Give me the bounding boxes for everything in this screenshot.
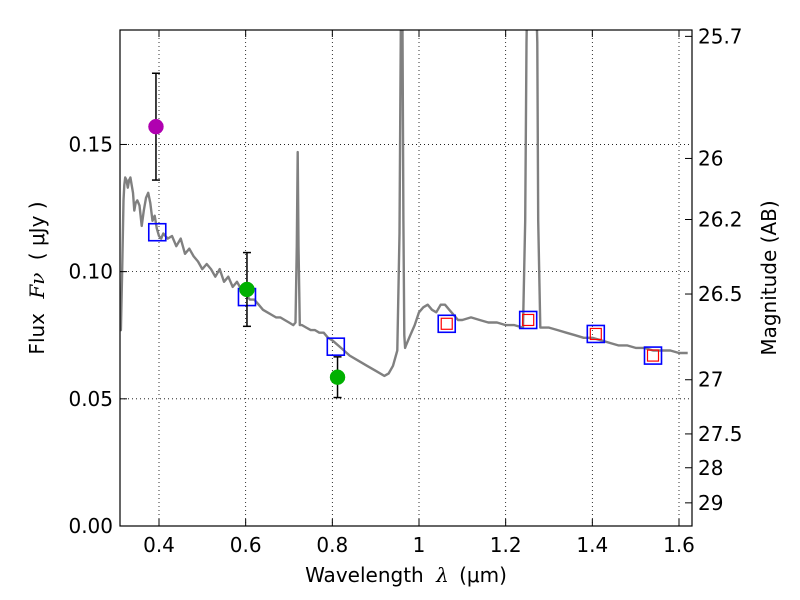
detection-point	[239, 281, 255, 298]
model-photometry-point	[518, 310, 538, 330]
y-axis-unit: ( μJy )	[25, 201, 49, 260]
model-photometry-point	[326, 337, 346, 356]
gridlines	[120, 30, 692, 526]
detection-point	[329, 369, 346, 385]
observed-photometry-point	[646, 349, 660, 362]
x-tick-label: 0.4	[143, 533, 175, 557]
plot-frame	[119, 29, 693, 527]
model-photometry-point	[643, 346, 663, 365]
model-photometry-point	[147, 222, 167, 242]
x-tick-label: 0.8	[316, 533, 348, 557]
y-tick-label: 0.10	[68, 260, 113, 284]
detection-point	[148, 118, 164, 135]
y2-tick-label: 27.5	[698, 422, 743, 446]
x-axis-label-text: Wavelength	[305, 563, 424, 587]
y2-tick-label: 26	[698, 146, 723, 170]
x-tick-label: 1.4	[576, 533, 608, 557]
x-tick-label: 1	[413, 533, 426, 557]
y2-tick-label: 28	[698, 456, 723, 480]
y-tick-label: 0.00	[68, 514, 113, 538]
data-markers	[147, 72, 663, 399]
plot-area	[120, 30, 688, 378]
y2-tick-label: 29	[698, 491, 723, 515]
x-tick-label: 1.2	[490, 533, 522, 557]
model-photometry-point	[437, 314, 457, 334]
y-axis-label-text: Flux	[25, 313, 49, 355]
plot-background	[120, 30, 692, 526]
spectrum-line	[120, 30, 688, 378]
x-tick-label: 1.6	[663, 533, 695, 557]
y-tick-label: 0.05	[68, 387, 113, 411]
y2-tick-label: 26.2	[698, 207, 743, 231]
x-axis-label: Wavelength λ (μm)	[305, 563, 507, 587]
observed-photometry-point	[522, 313, 535, 327]
x-axis-symbol: λ	[435, 563, 449, 587]
observed-photometry-point	[440, 317, 453, 330]
y2-tick-label: 26.5	[698, 282, 743, 306]
y-tick-label: 0.15	[68, 132, 113, 156]
y-axis-symbol: Fν	[25, 273, 49, 300]
observed-photometry-point	[589, 327, 602, 341]
y2-tick-label: 25.7	[698, 24, 743, 48]
x-axis-unit: (μm)	[459, 563, 507, 587]
x-tick-label: 0.6	[230, 533, 262, 557]
axis-ticks: 0.4 0.6 0.8 1 1.2 1.4 1.6 0.00 0.05 0.10 0.15 25.7 2…	[68, 24, 742, 557]
y-axis-label: Flux Fν ( μJy )	[25, 201, 49, 354]
model-photometry-point	[586, 324, 606, 344]
y2-axis-label: Magnitude (AB)	[757, 200, 781, 355]
y2-tick-label: 27	[698, 368, 723, 392]
